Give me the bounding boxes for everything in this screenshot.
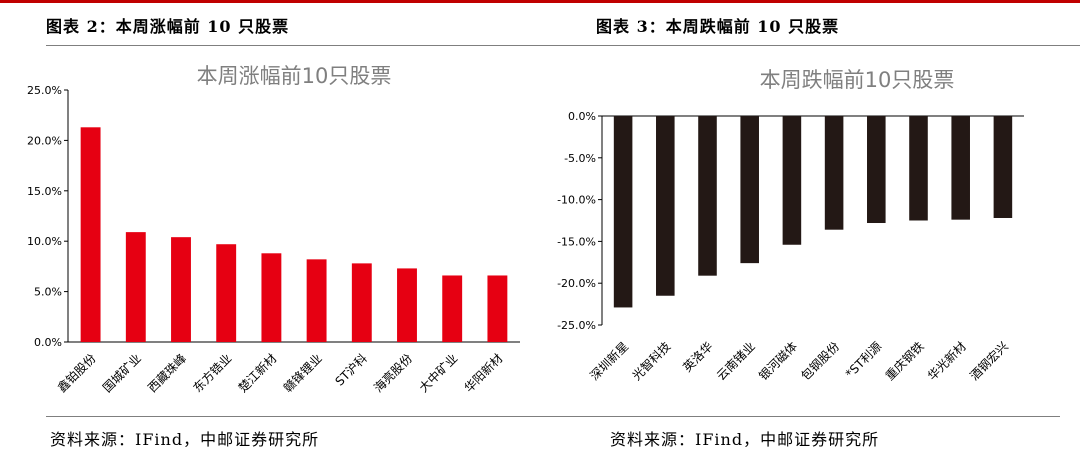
gainers-bar: [216, 244, 237, 342]
gainers-y-tick-label: 20.0%: [27, 134, 62, 147]
losers-y-tick-label: -5.0%: [564, 152, 596, 165]
gainers-category-label: 华阳新材: [461, 351, 506, 396]
gainers-bar: [125, 232, 146, 342]
gainers-chart-title: 本周涨幅前10只股票: [197, 64, 392, 88]
losers-category-label: 光智科技: [629, 339, 674, 384]
losers-category-label: 华光新材: [924, 339, 969, 384]
losers-chart-title: 本周跌幅前10只股票: [760, 68, 955, 92]
losers-bar: [867, 116, 886, 224]
losers-category-label: 英洛华: [680, 339, 716, 375]
gainers-source-note: 资料来源：IFind，中邮证券研究所: [50, 430, 320, 449]
losers-category-label: 银河磁体: [755, 339, 800, 384]
gainers-bar: [171, 237, 191, 342]
gainers-category-label: 鑫铂股份: [54, 351, 99, 396]
gainers-bar: [397, 268, 417, 342]
losers-source-note: 资料来源：IFind，中邮证券研究所: [610, 430, 880, 449]
losers-bar: [656, 116, 675, 296]
losers-bar: [782, 116, 802, 245]
losers-bar: [824, 116, 844, 230]
gainers-panel: 图表 2：本周涨幅前 10 只股票 本周涨幅前10只股票 0.0% 5.0% 10.0…: [0, 3, 540, 455]
losers-bar: [740, 116, 759, 264]
losers-bar: [698, 116, 717, 276]
losers-category-label: 深圳新星: [587, 339, 632, 384]
losers-y-tick-label: -10.0%: [557, 194, 596, 207]
losers-category-label: 酒钢宏兴: [966, 339, 1011, 384]
gainers-bar: [351, 263, 372, 342]
gainers-bar: [487, 275, 508, 342]
gainers-category-label: 赣锋锂业: [280, 351, 325, 396]
losers-title-rule: [540, 45, 1080, 46]
losers-y-tick-label: -20.0%: [557, 277, 596, 290]
losers-y-tick-label: 0.0%: [568, 110, 596, 123]
gainers-category-label: 西藏珠峰: [145, 351, 189, 395]
losers-bar: [613, 116, 633, 308]
gainers-category-label: 东方锆业: [190, 351, 235, 396]
gainers-category-label: 楚江新材: [235, 351, 280, 396]
losers-y-tick-label: -15.0%: [557, 235, 596, 248]
gainers-y-tick-label: 10.0%: [27, 235, 62, 248]
losers-panel: 图表 3：本周跌幅前 10 只股票 本周跌幅前10只股票 0.0% -5.0% -10…: [540, 3, 1080, 455]
losers-category-label: *ST利源: [843, 339, 885, 381]
gainers-category-label: 海亮股份: [371, 351, 416, 396]
losers-category-label: 重庆钢铁: [883, 339, 927, 383]
losers-bar: [951, 116, 970, 220]
gainers-bar: [261, 253, 282, 342]
top-accent-rule: [0, 0, 1080, 3]
gainers-y-tick-label: 5.0%: [34, 286, 62, 299]
gainers-bar: [306, 259, 327, 342]
gainers-category-label: 大中矿业: [416, 351, 461, 396]
losers-chart: 本周跌幅前10只股票 0.0% -5.0% -10.0% -15.0% -20.0% -25…: [557, 68, 1024, 384]
losers-category-label: 包钢股份: [798, 339, 842, 383]
losers-category-label: 云南锗业: [713, 339, 758, 384]
gainers-category-label: ST沪科: [332, 351, 369, 388]
losers-bar: [909, 116, 928, 221]
gainers-y-tick-label: 25.0%: [27, 84, 62, 97]
gainers-bar: [80, 127, 101, 343]
losers-y-tick-label: -25.0%: [557, 319, 596, 332]
gainers-title-rule: [46, 45, 540, 46]
gainers-y-tick-label: 0.0%: [34, 336, 62, 349]
gainers-category-label: 国城矿业: [100, 351, 144, 395]
gainers-bottom-rule: [46, 416, 540, 417]
gainers-y-tick-label: 15.0%: [27, 185, 62, 198]
gainers-bar: [442, 275, 463, 342]
gainers-figure-title: 图表 2：本周涨幅前 10 只股票: [46, 17, 290, 36]
losers-figure-title: 图表 3：本周跌幅前 10 只股票: [596, 17, 840, 36]
losers-bar: [993, 116, 1013, 218]
losers-bottom-rule: [540, 416, 1060, 417]
gainers-chart: 本周涨幅前10只股票 0.0% 5.0% 10.0% 15.0% 20.0% 25.0% 鑫铂…: [27, 64, 520, 396]
